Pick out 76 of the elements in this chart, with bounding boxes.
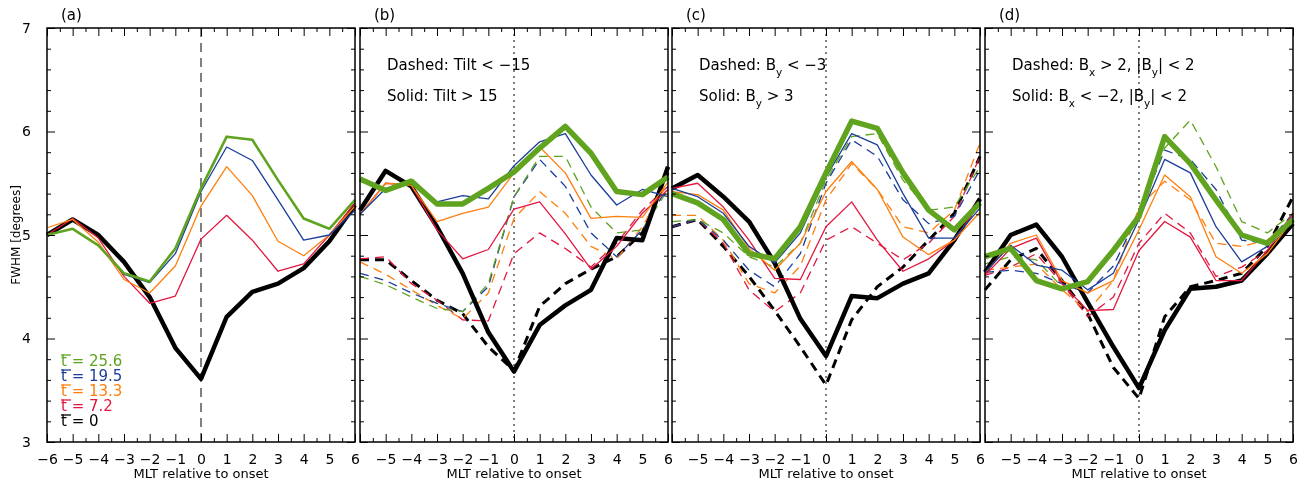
x-tick-label: 0 bbox=[1135, 450, 1144, 467]
line-series bbox=[45, 135, 357, 283]
legend-label: t = 7.2 bbox=[61, 397, 113, 415]
line-series bbox=[46, 166, 356, 294]
x-tick-label: 3 bbox=[587, 450, 596, 467]
x-tick-label: 1 bbox=[1160, 450, 1170, 467]
annotation: Solid: B$_{x}$ < −2, |B$_{y}$| < 2 bbox=[1012, 87, 1187, 109]
x-tick-label: 4 bbox=[924, 450, 934, 467]
x-axis-title: MLT relative to onset bbox=[133, 466, 269, 481]
x-tick-label: −2 bbox=[1077, 450, 1099, 467]
annotation: Solid: Tilt > 15 bbox=[387, 87, 498, 105]
x-tick-label: −4 bbox=[401, 450, 423, 467]
x-tick-label: 2 bbox=[1186, 450, 1196, 467]
x-tick-label: −5 bbox=[1000, 450, 1022, 467]
x-tick-label: −4 bbox=[1026, 450, 1048, 467]
legend-label: t = 19.5 bbox=[61, 367, 123, 385]
x-tick-label: 1 bbox=[222, 450, 232, 467]
x-tick-label: 3 bbox=[899, 450, 908, 467]
x-tick-label: 6 bbox=[664, 450, 674, 467]
x-tick-label: −3 bbox=[1052, 450, 1073, 467]
x-tick-label: 6 bbox=[351, 450, 361, 467]
chart-title: (b) bbox=[374, 6, 396, 24]
x-tick-label: 3 bbox=[1212, 450, 1221, 467]
x-tick-label: −1 bbox=[790, 450, 812, 467]
x-axis-title: MLT relative to onset bbox=[1071, 466, 1207, 481]
x-tick-label: −2 bbox=[139, 450, 161, 467]
x-axis-title: MLT relative to onset bbox=[758, 466, 894, 481]
y-tick-label: 3 bbox=[22, 433, 31, 450]
x-tick-label: 4 bbox=[612, 450, 622, 467]
x-tick-label: −1 bbox=[478, 450, 500, 467]
legend-label: t = 0 bbox=[61, 412, 99, 430]
x-tick-label: −4 bbox=[713, 450, 735, 467]
x-tick-label: 5 bbox=[325, 450, 335, 467]
x-tick-label: −5 bbox=[375, 450, 397, 467]
annotation: Solid: B$_{y}$ > 3 bbox=[699, 87, 794, 109]
x-tick-label: 0 bbox=[197, 450, 206, 467]
x-tick-label: 5 bbox=[638, 450, 648, 467]
y-tick-label: 5 bbox=[22, 226, 31, 243]
y-tick-label: 7 bbox=[22, 19, 31, 36]
annotation: Dashed: Tilt < −15 bbox=[387, 56, 531, 74]
x-tick-label: 4 bbox=[1237, 450, 1247, 467]
y-tick-label: 4 bbox=[22, 330, 32, 347]
x-tick-label: 6 bbox=[976, 450, 986, 467]
annotation: Dashed: B$_{x}$ > 2, |B$_{y}$| < 2 bbox=[1012, 56, 1195, 78]
x-tick-label: −3 bbox=[739, 450, 760, 467]
x-tick-label: 5 bbox=[950, 450, 960, 467]
x-tick-label: −5 bbox=[687, 450, 709, 467]
x-tick-label: 5 bbox=[1263, 450, 1273, 467]
legend-label: t = 25.6 bbox=[61, 352, 123, 370]
x-tick-label: 1 bbox=[847, 450, 857, 467]
x-tick-label: 2 bbox=[248, 450, 258, 467]
x-tick-label: 0 bbox=[510, 450, 519, 467]
y-tick-label: 6 bbox=[22, 123, 32, 140]
x-tick-label: 1 bbox=[535, 450, 545, 467]
chart-title: (a) bbox=[61, 6, 82, 24]
x-tick-label: 6 bbox=[1289, 450, 1299, 467]
x-tick-label: 0 bbox=[822, 450, 831, 467]
y-axis-title: FWHM [degrees] bbox=[9, 185, 23, 285]
legend-label: t = 13.3 bbox=[61, 382, 123, 400]
x-tick-label: 4 bbox=[299, 450, 309, 467]
x-tick-label: 2 bbox=[561, 450, 571, 467]
x-tick-label: −3 bbox=[114, 450, 135, 467]
x-tick-label: −5 bbox=[62, 450, 84, 467]
x-tick-label: −2 bbox=[452, 450, 474, 467]
x-tick-label: 3 bbox=[274, 450, 283, 467]
x-tick-label: −4 bbox=[88, 450, 110, 467]
x-tick-label: −3 bbox=[427, 450, 448, 467]
chart-title: (d) bbox=[999, 6, 1021, 24]
x-tick-label: 2 bbox=[873, 450, 883, 467]
x-tick-label: −6 bbox=[37, 450, 58, 467]
chart-title: (c) bbox=[686, 6, 706, 24]
x-tick-label: −1 bbox=[1103, 450, 1125, 467]
x-tick-label: −1 bbox=[165, 450, 187, 467]
x-axis-title: MLT relative to onset bbox=[446, 466, 582, 481]
x-tick-label: −2 bbox=[764, 450, 786, 467]
annotation: Dashed: B$_{y}$ < −3 bbox=[699, 56, 827, 78]
